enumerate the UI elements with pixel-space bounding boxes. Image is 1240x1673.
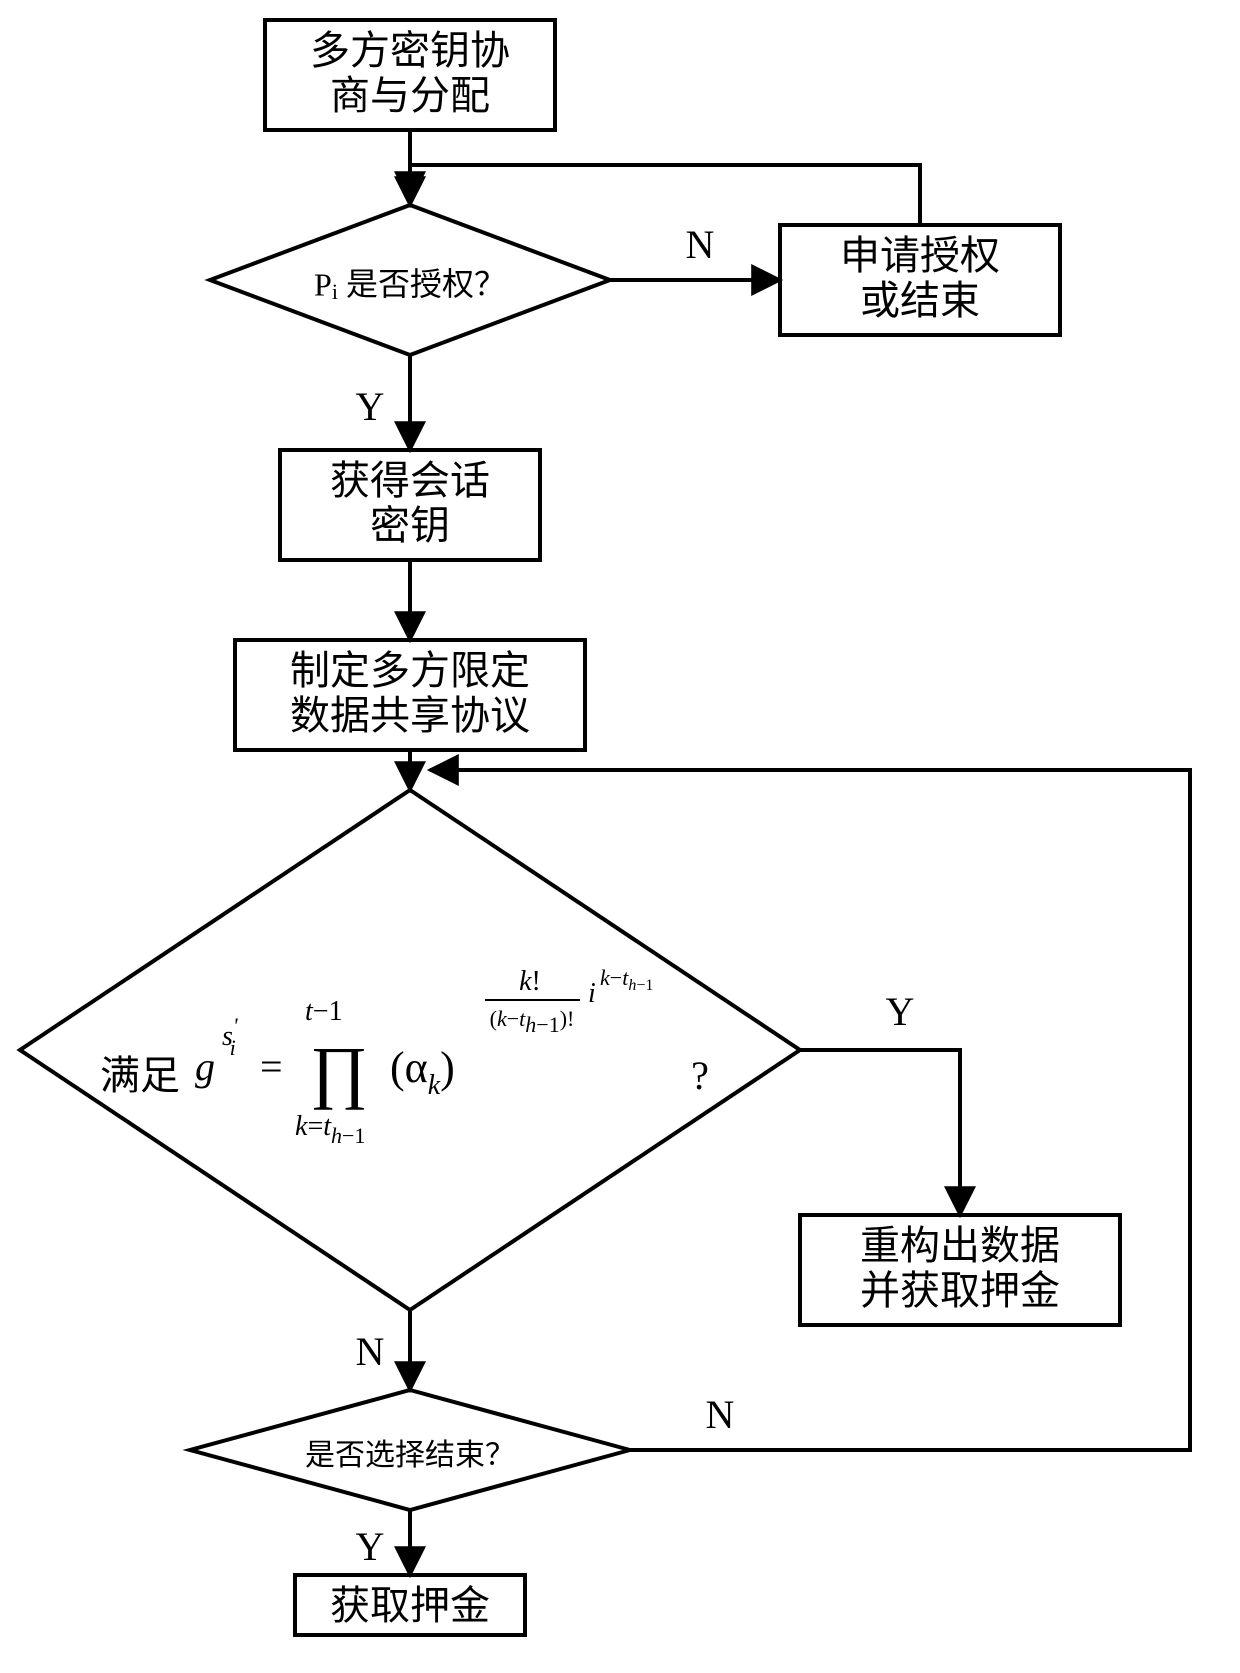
d2-prod-upper: t−1 — [305, 996, 343, 1027]
node-d2: 满足 g s'i = ∏ t−1 k=th−1 (αk) k! (k−th−1)… — [20, 790, 800, 1310]
d2-prod: ∏ — [310, 1034, 368, 1111]
r1-line2: 或结束 — [860, 278, 980, 323]
b2-line1: 获得会话 — [330, 458, 490, 503]
d2-lhs-sup: s'i — [222, 1013, 238, 1060]
d2-eq: = — [260, 1044, 283, 1089]
d2-lhs: g — [195, 1044, 215, 1089]
node-r2: 重构出数据 并获取押金 — [800, 1215, 1120, 1325]
d2-exponent: k! (k−th−1)! i k−th−1 — [485, 965, 653, 1037]
edge-d3-loop — [430, 770, 1190, 1450]
node-d1: Pi 是否授权？ — [210, 205, 610, 355]
d2-alpha: (αk) — [390, 1043, 455, 1101]
svg-text:k−th−1: k−th−1 — [600, 965, 653, 994]
d2-qmark: ? — [691, 1053, 709, 1098]
end-line1: 获取押金 — [330, 1583, 490, 1628]
svg-text:i: i — [588, 978, 596, 1009]
label-d1-N: N — [686, 222, 715, 267]
r1-line1: 申请授权 — [840, 233, 1000, 278]
d2-prod-lower: k=th−1 — [295, 1111, 365, 1148]
d3-text: 是否选择结束？ — [305, 1439, 515, 1472]
label-d2-N: N — [356, 1329, 385, 1374]
flowchart-canvas: 多方密钥协 商与分配 Pi 是否授权？ N 申请授权 或结束 Y 获得会话 密钥… — [0, 0, 1240, 1673]
b3-line2: 数据共享协议 — [290, 693, 530, 738]
node-b3: 制定多方限定 数据共享协议 — [235, 640, 585, 750]
node-d3: 是否选择结束？ — [190, 1390, 630, 1510]
label-d3-Y: Y — [356, 1524, 385, 1569]
b2-line2: 密钥 — [370, 503, 450, 548]
edge-r1-loop — [410, 165, 920, 225]
d1-text: Pi 是否授权？ — [314, 266, 506, 304]
start-line1: 多方密钥协 — [310, 28, 510, 73]
d2-prefix: 满足 — [100, 1053, 180, 1098]
node-end: 获取押金 — [295, 1575, 525, 1635]
svg-text:(k−th−1)!: (k−th−1)! — [490, 1006, 575, 1037]
node-r1: 申请授权 或结束 — [780, 225, 1060, 335]
node-b2: 获得会话 密钥 — [280, 450, 540, 560]
label-d3-N: N — [706, 1392, 735, 1437]
node-start: 多方密钥协 商与分配 — [265, 20, 555, 130]
r2-line1: 重构出数据 — [860, 1223, 1060, 1268]
start-line2: 商与分配 — [330, 73, 490, 118]
label-d1-Y: Y — [356, 384, 385, 429]
svg-text:k!: k! — [519, 966, 541, 997]
r2-line2: 并获取押金 — [860, 1268, 1060, 1313]
edge-d2-r2 — [800, 1050, 960, 1215]
b3-line1: 制定多方限定 — [290, 648, 530, 693]
label-d2-Y: Y — [886, 989, 915, 1034]
